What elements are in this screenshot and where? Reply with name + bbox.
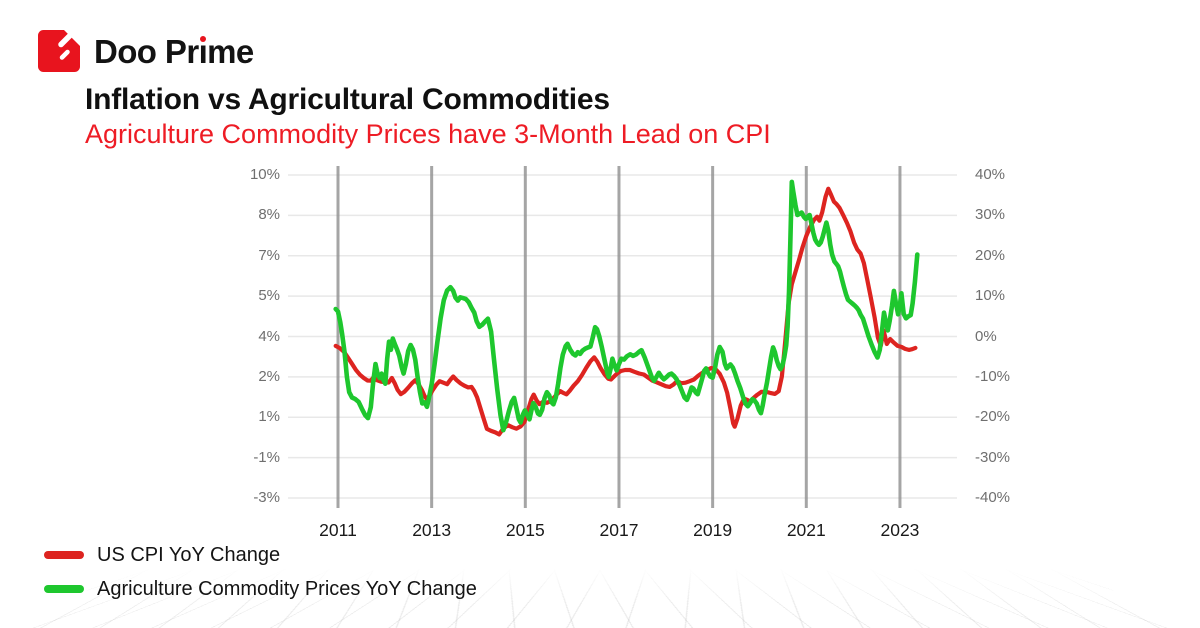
cpi-legend-label: US CPI YoY Change bbox=[97, 543, 281, 566]
left-axis-tick: 2% bbox=[258, 367, 280, 385]
left-axis-tick: 5% bbox=[258, 287, 280, 305]
right-axis-tick: -40% bbox=[975, 489, 1011, 506]
left-axis-tick: 4% bbox=[258, 327, 280, 345]
agri-legend-label: Agriculture Commodity Prices YoY Change bbox=[97, 577, 477, 600]
legend-row-cpi: US CPI YoY Change bbox=[44, 538, 477, 572]
logo-i-red-dot: ı bbox=[198, 32, 208, 70]
left-axis-tick: 8% bbox=[258, 206, 280, 224]
left-axis-tick: 7% bbox=[258, 246, 280, 264]
doo-prime-wordmark: Doo Prıme bbox=[94, 32, 254, 70]
doo-prime-logo: Doo Prıme bbox=[38, 30, 254, 72]
right-axis-tick: 20% bbox=[975, 246, 1006, 264]
right-axis-tick: -20% bbox=[975, 408, 1011, 426]
chart-legend: US CPI YoY Change Agriculture Commodity … bbox=[44, 538, 477, 606]
page-title: Inflation vs Agricultural Commodities bbox=[85, 83, 610, 116]
doo-prime-logo-icon bbox=[38, 30, 80, 72]
x-axis-year: 2021 bbox=[786, 520, 826, 540]
x-axis-year: 2023 bbox=[880, 520, 920, 540]
cpi-line-swatch bbox=[44, 551, 84, 559]
left-axis-tick: 10% bbox=[249, 166, 280, 183]
series-line-agri bbox=[333, 179, 920, 433]
left-axis-tick: 1% bbox=[258, 408, 280, 426]
right-axis-tick: -30% bbox=[975, 448, 1011, 466]
x-axis-year: 2011 bbox=[319, 520, 357, 540]
page-subtitle: Agriculture Commodity Prices have 3-Mont… bbox=[85, 119, 771, 149]
right-axis-tick: 10% bbox=[975, 287, 1006, 305]
left-axis-tick: -3% bbox=[253, 489, 280, 506]
left-axis-tick: -1% bbox=[253, 448, 280, 466]
x-axis-year: 2013 bbox=[412, 520, 452, 540]
x-axis-year: 2017 bbox=[599, 520, 639, 540]
x-axis-year: 2019 bbox=[693, 520, 733, 540]
right-axis-tick: -10% bbox=[975, 367, 1011, 385]
legend-row-agri: Agriculture Commodity Prices YoY Change bbox=[44, 572, 477, 606]
right-axis-tick: 40% bbox=[975, 166, 1006, 183]
agri-line-swatch bbox=[44, 585, 84, 593]
x-axis-year: 2015 bbox=[505, 520, 545, 540]
right-axis-tick: 30% bbox=[975, 206, 1006, 224]
right-axis-tick: 0% bbox=[975, 327, 997, 345]
